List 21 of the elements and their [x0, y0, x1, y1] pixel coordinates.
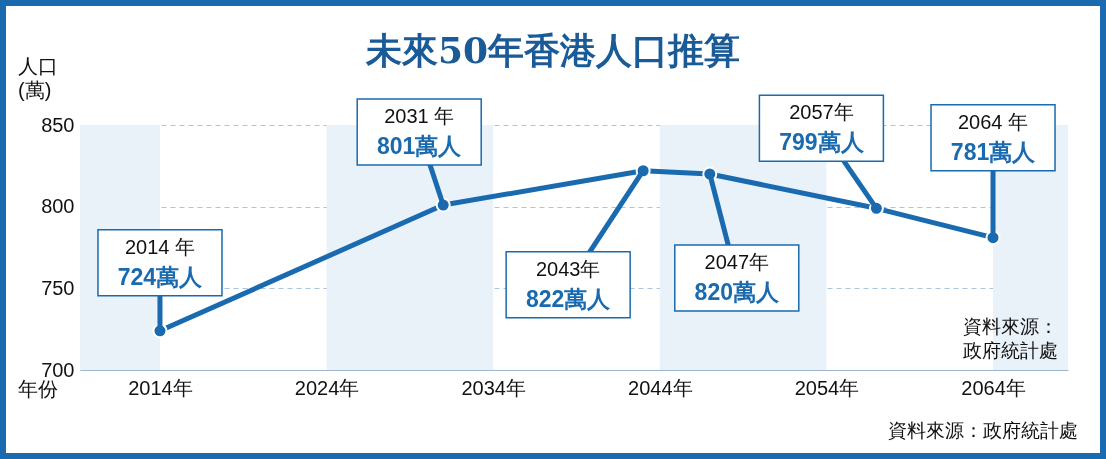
annotation: 2043年 822萬人 — [525, 257, 612, 312]
annotation: 2031 年 801萬人 — [377, 105, 463, 160]
x-tick-label: 2014年 — [128, 376, 193, 399]
y-tick-label: 850 — [41, 113, 75, 136]
x-tick-label: 2024年 — [294, 376, 360, 399]
y-tick-label: 750 — [41, 276, 75, 299]
y-tick-label: 700 — [41, 358, 75, 381]
y-tick-label: 800 — [41, 195, 75, 218]
annotation: 2047年 820萬人 — [694, 251, 780, 305]
annotation: 2014 年 724萬人 — [117, 235, 204, 290]
x-axis-title: 年份 — [18, 378, 58, 400]
x-tick-label: 2054年 — [794, 376, 860, 399]
x-tick-label: 2064年 — [961, 376, 1026, 399]
y-axis-title: 人口 (萬) — [18, 55, 58, 101]
x-tick-label: 2044年 — [628, 376, 693, 399]
annotation: 資料來源：政府統計處 — [963, 316, 1058, 361]
annotation: 2057年 799萬人 — [779, 101, 865, 156]
annotation: 2064 年 781萬人 — [950, 110, 1037, 165]
chart-title: 未來50年香港人口推算 — [364, 29, 741, 71]
source-note: 資料來源：政府統計處 — [888, 420, 1078, 441]
x-tick-label: 2034年 — [461, 376, 526, 399]
